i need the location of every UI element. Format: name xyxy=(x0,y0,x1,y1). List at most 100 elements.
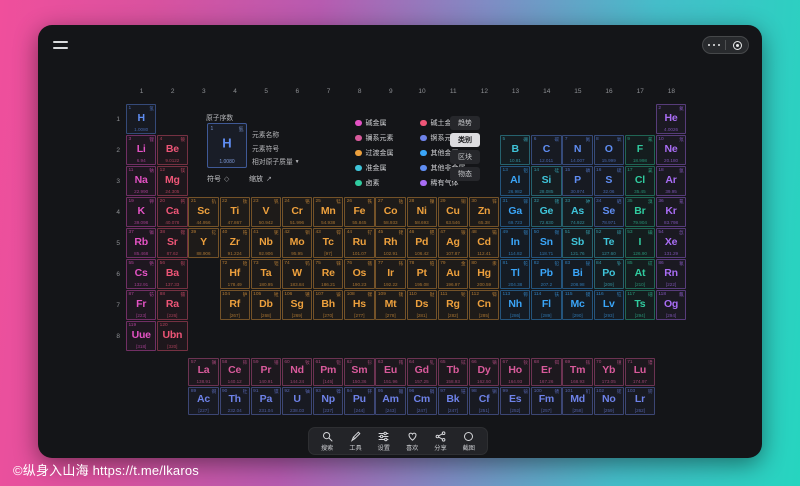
element-cell-be[interactable]: 4 铍 Be 9.0122 xyxy=(157,135,188,165)
toggle-zoom[interactable]: 缩放 ↗ xyxy=(249,176,272,183)
element-cell-cn[interactable]: 112 鿔 Cn [285] xyxy=(468,290,500,320)
element-cell-ir[interactable]: 77 铱 Ir 192.22 xyxy=(375,259,406,289)
element-cell-nh[interactable]: 113 鿭 Nh [286] xyxy=(500,290,531,320)
element-cell-yb[interactable]: 70 镱 Yb 173.05 xyxy=(593,358,624,386)
element-cell-ti[interactable]: 22 钛 Ti 47.867 xyxy=(219,197,250,227)
element-cell-pd[interactable]: 46 钯 Pd 106.42 xyxy=(406,228,437,258)
element-cell-md[interactable]: 101 钔 Md [258] xyxy=(562,387,593,415)
element-cell-hf[interactable]: 72 铪 Hf 178.49 xyxy=(219,259,250,289)
element-cell-au[interactable]: 79 金 Au 196.97 xyxy=(437,259,469,289)
toolbar-heart-button[interactable]: 喜欢 xyxy=(399,431,425,452)
element-cell-po[interactable]: 84 钋 Po [209] xyxy=(593,259,624,289)
element-cell-bk[interactable]: 97 锫 Bk [247] xyxy=(437,387,469,415)
element-cell-bh[interactable]: 107 𬭛 Bh [270] xyxy=(313,290,344,320)
element-cell-es[interactable]: 99 锿 Es [252] xyxy=(500,387,531,415)
element-cell-u[interactable]: 92 铀 U 238.03 xyxy=(281,387,313,415)
element-cell-fm[interactable]: 100 镄 Fm [257] xyxy=(531,387,562,415)
element-cell-zn[interactable]: 30 锌 Zn 65.38 xyxy=(468,197,500,227)
element-cell-b[interactable]: 5 硼 B 10.81 xyxy=(500,135,531,165)
element-cell-ga[interactable]: 31 镓 Ga 69.723 xyxy=(500,197,531,227)
element-cell-co[interactable]: 27 钴 Co 58.933 xyxy=(375,197,406,227)
element-cell-s[interactable]: 16 硫 S 32.06 xyxy=(593,166,624,196)
element-cell-th[interactable]: 90 钍 Th 232.04 xyxy=(219,387,250,415)
element-cell-cm[interactable]: 96 锔 Cm [247] xyxy=(406,387,437,415)
view-tab-4[interactable]: 物态 xyxy=(450,167,480,181)
element-cell-eu[interactable]: 63 铕 Eu 151.96 xyxy=(375,358,406,386)
element-cell-li[interactable]: 3 锂 Li 6.94 xyxy=(126,135,157,165)
element-cell-cs[interactable]: 55 铯 Cs 132.91 xyxy=(126,259,157,289)
element-cell-gd[interactable]: 64 钆 Gd 157.25 xyxy=(406,358,437,386)
element-cell-o[interactable]: 8 氧 O 15.999 xyxy=(593,135,624,165)
element-cell-ag[interactable]: 47 银 Ag 107.87 xyxy=(437,228,469,258)
element-cell-i[interactable]: 53 碘 I 126.90 xyxy=(624,228,656,258)
element-cell-ba[interactable]: 56 钡 Ba 137.33 xyxy=(157,259,188,289)
legend-item-halogen[interactable]: 卤素 xyxy=(355,178,380,188)
element-cell-ac[interactable]: 89 锕 Ac [227] xyxy=(188,387,219,415)
legend-item-postmetal[interactable]: 其他金属 xyxy=(420,148,459,158)
element-cell-cl[interactable]: 17 氯 Cl 35.45 xyxy=(624,166,656,196)
element-cell-n[interactable]: 7 氮 N 14.007 xyxy=(562,135,593,165)
element-cell-tc[interactable]: 43 锝 Tc [97] xyxy=(313,228,344,258)
element-cell-la[interactable]: 57 镧 La 138.91 xyxy=(188,358,219,386)
legend-item-nonmetal[interactable]: 其他非金属 xyxy=(420,163,466,173)
element-cell-cd[interactable]: 48 镉 Cd 112.41 xyxy=(468,228,500,258)
element-cell-mg[interactable]: 12 镁 Mg 24.305 xyxy=(157,166,188,196)
element-cell-re[interactable]: 75 铼 Re 186.21 xyxy=(313,259,344,289)
toolbar-tools-button[interactable]: 工具 xyxy=(342,430,368,452)
element-cell-rh[interactable]: 45 铑 Rh 102.91 xyxy=(375,228,406,258)
element-cell-ge[interactable]: 32 锗 Ge 72.630 xyxy=(531,197,562,227)
element-cell-no[interactable]: 102 锘 No [259] xyxy=(593,387,624,415)
element-cell-ar[interactable]: 18 氩 Ar 39.95 xyxy=(655,166,687,196)
toolbar-settings-button[interactable]: 设置 xyxy=(371,431,397,452)
legend-item-lanthanide[interactable]: 镧系元素 xyxy=(355,133,394,143)
element-cell-zr[interactable]: 40 锆 Zr 91.224 xyxy=(219,228,250,258)
element-cell-k[interactable]: 19 钾 K 39.098 xyxy=(126,197,157,227)
element-cell-te[interactable]: 52 碲 Te 127.60 xyxy=(593,228,624,258)
element-cell-p[interactable]: 15 磷 P 30.974 xyxy=(562,166,593,196)
element-cell-lv[interactable]: 116 𫟷 Lv [293] xyxy=(593,290,624,320)
element-cell-ni[interactable]: 28 镍 Ni 58.693 xyxy=(406,197,437,227)
element-cell-ds[interactable]: 110 𫟼 Ds [281] xyxy=(406,290,437,320)
element-cell-at[interactable]: 85 砹 At [210] xyxy=(624,259,656,289)
element-cell-al[interactable]: 13 铝 Al 26.982 xyxy=(500,166,531,196)
toggle-symbol[interactable]: 符号 ◇ xyxy=(207,176,230,183)
element-cell-tm[interactable]: 69 铥 Tm 168.93 xyxy=(562,358,593,386)
element-cell-pm[interactable]: 61 钷 Pm [145] xyxy=(313,358,344,386)
element-cell-rn[interactable]: 86 氡 Rn [222] xyxy=(655,259,687,289)
element-cell-rb[interactable]: 37 铷 Rb 85.468 xyxy=(126,228,157,258)
element-cell-rg[interactable]: 111 𬬭 Rg [282] xyxy=(437,290,469,320)
element-cell-uue[interactable]: 119 Uue [318] xyxy=(126,321,157,351)
toolbar-screenshot-button[interactable]: 截图 xyxy=(456,431,482,452)
element-cell-fl[interactable]: 114 𫓧 Fl [289] xyxy=(531,290,562,320)
element-cell-na[interactable]: 11 钠 Na 22.990 xyxy=(126,166,157,196)
element-cell-sn[interactable]: 50 锡 Sn 118.71 xyxy=(531,228,562,258)
element-cell-ta[interactable]: 73 钽 Ta 180.95 xyxy=(250,259,282,289)
legend-item-noble[interactable]: 稀有气体 xyxy=(420,178,459,188)
element-cell-og[interactable]: 118 鿫 Og [294] xyxy=(655,290,687,320)
element-cell-db[interactable]: 105 𬭊 Db [268] xyxy=(250,290,282,320)
element-cell-pb[interactable]: 82 铅 Pb 207.2 xyxy=(531,259,562,289)
legend-item-alkaline[interactable]: 碱土金属 xyxy=(420,118,459,128)
element-cell-er[interactable]: 68 铒 Er 167.26 xyxy=(531,358,562,386)
element-cell-cr[interactable]: 24 铬 Cr 51.996 xyxy=(281,197,313,227)
element-cell-cu[interactable]: 29 铜 Cu 63.546 xyxy=(437,197,469,227)
element-cell-am[interactable]: 95 镅 Am [243] xyxy=(375,387,406,415)
element-cell-nb[interactable]: 41 铌 Nb 92.906 xyxy=(250,228,282,258)
element-cell-h[interactable]: 1 氢 H 1.0080 xyxy=(126,104,157,134)
element-cell-ubn[interactable]: 120 Ubn [320] xyxy=(157,321,188,351)
element-cell-mn[interactable]: 25 锰 Mn 54.938 xyxy=(313,197,344,227)
legend-item-metalloid[interactable]: 准金属 xyxy=(355,163,387,173)
element-cell-hg[interactable]: 80 汞 Hg 200.59 xyxy=(468,259,500,289)
element-cell-sg[interactable]: 106 𬭳 Sg [269] xyxy=(281,290,313,320)
legend-item-transition[interactable]: 过渡金属 xyxy=(355,148,394,158)
element-cell-sc[interactable]: 21 钪 Sc 44.956 xyxy=(188,197,219,227)
toolbar-share-button[interactable]: 分享 xyxy=(427,430,453,452)
element-cell-ce[interactable]: 58 铈 Ce 140.12 xyxy=(219,358,250,386)
element-cell-rf[interactable]: 104 𬬻 Rf [267] xyxy=(219,290,250,320)
legend-item-actinide[interactable]: 锕系元素 xyxy=(420,133,459,143)
element-cell-mt[interactable]: 109 鿏 Mt [278] xyxy=(375,290,406,320)
element-cell-ho[interactable]: 67 钬 Ho 164.93 xyxy=(500,358,531,386)
element-cell-ca[interactable]: 20 钙 Ca 40.078 xyxy=(157,197,188,227)
element-cell-fr[interactable]: 87 钫 Fr [223] xyxy=(126,290,157,320)
element-cell-nd[interactable]: 60 钕 Nd 144.24 xyxy=(281,358,313,386)
